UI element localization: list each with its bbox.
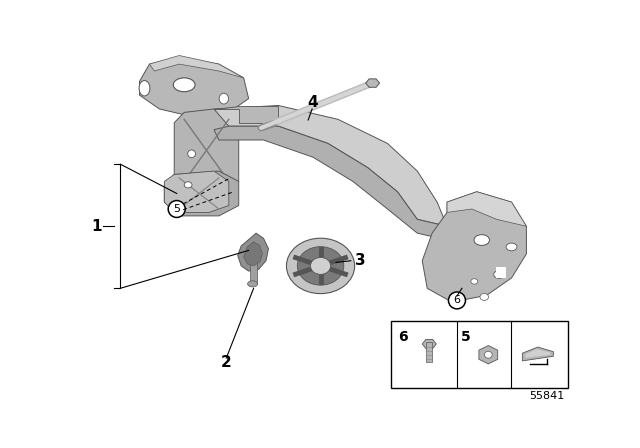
Polygon shape <box>174 109 239 192</box>
Text: 4: 4 <box>307 95 317 110</box>
Text: 6: 6 <box>454 295 460 306</box>
Ellipse shape <box>506 243 517 251</box>
Polygon shape <box>365 79 380 87</box>
Circle shape <box>168 201 185 217</box>
Ellipse shape <box>474 235 490 246</box>
Polygon shape <box>214 106 447 226</box>
Text: 2: 2 <box>221 355 232 370</box>
Ellipse shape <box>471 279 478 284</box>
Ellipse shape <box>184 182 192 188</box>
Ellipse shape <box>298 247 344 285</box>
Bar <box>495 267 506 278</box>
Text: 5: 5 <box>461 330 471 345</box>
Text: 3: 3 <box>355 253 365 268</box>
Polygon shape <box>525 349 550 358</box>
Ellipse shape <box>484 351 492 358</box>
Bar <box>250 262 257 283</box>
Ellipse shape <box>310 258 331 274</box>
Ellipse shape <box>248 281 258 287</box>
Polygon shape <box>150 56 244 78</box>
Polygon shape <box>164 171 229 212</box>
Bar <box>426 342 433 362</box>
Text: 6: 6 <box>397 330 407 345</box>
Polygon shape <box>244 242 262 266</box>
Polygon shape <box>422 192 527 302</box>
Polygon shape <box>479 345 498 364</box>
Polygon shape <box>422 340 436 349</box>
Polygon shape <box>237 233 269 271</box>
Text: 55841: 55841 <box>529 392 564 401</box>
Polygon shape <box>214 126 447 240</box>
Ellipse shape <box>219 93 228 104</box>
Ellipse shape <box>480 293 488 301</box>
Ellipse shape <box>173 78 195 92</box>
Polygon shape <box>140 57 249 116</box>
Ellipse shape <box>493 271 504 278</box>
Text: 1: 1 <box>92 219 102 234</box>
Bar <box>392 321 568 388</box>
Polygon shape <box>214 106 278 123</box>
Ellipse shape <box>139 81 150 96</box>
Polygon shape <box>447 192 527 226</box>
Polygon shape <box>522 347 554 361</box>
Ellipse shape <box>188 150 195 158</box>
Text: 5: 5 <box>173 204 180 214</box>
Circle shape <box>449 292 465 309</box>
Polygon shape <box>164 171 239 216</box>
Ellipse shape <box>287 238 355 293</box>
